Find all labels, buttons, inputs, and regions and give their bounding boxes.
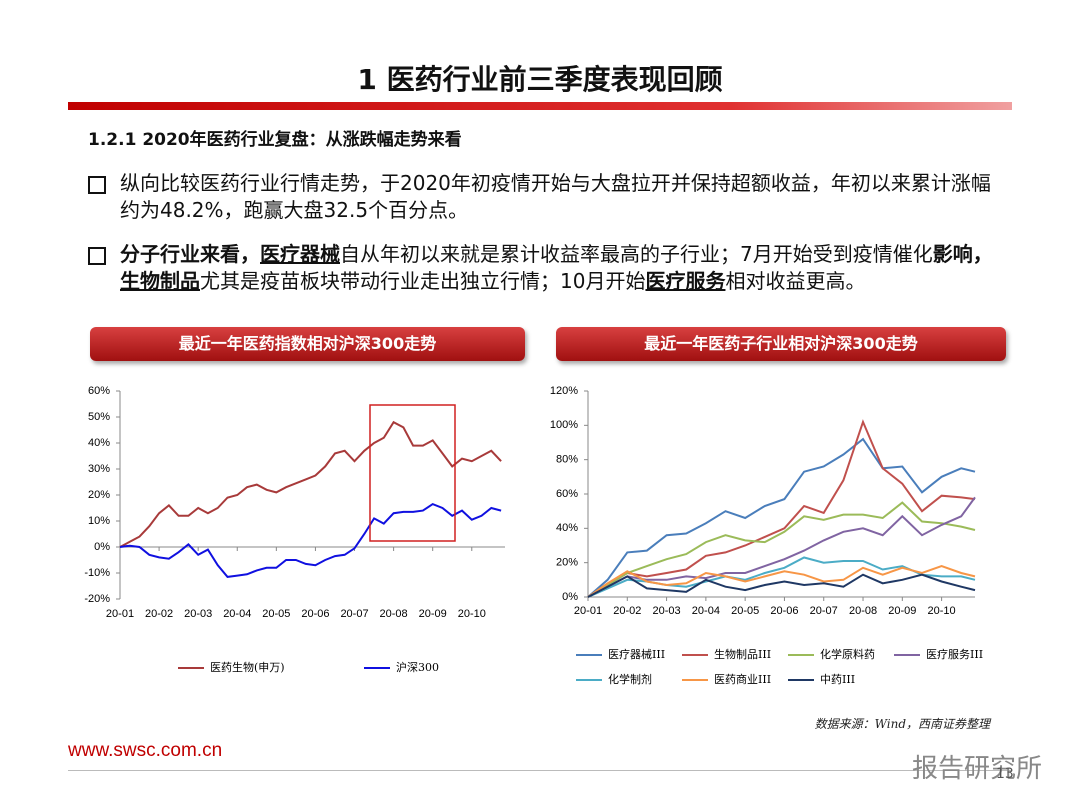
series-line: [119, 420, 502, 548]
y-tick-label: 0%: [94, 541, 110, 553]
bullet-text: 分子行业来看，医疗器械自从年初以来就是累计收益率最高的子行业；7月开始受到疫情催…: [120, 241, 993, 295]
y-tick-label: 60%: [556, 488, 578, 500]
source-note: 数据来源：Wind，西南证券整理: [814, 717, 990, 731]
x-tick-label: 20-04: [692, 605, 720, 617]
x-tick-label: 20-09: [888, 605, 916, 617]
legend-label: 医药商业III: [714, 672, 771, 686]
x-tick-label: 20-02: [145, 608, 173, 620]
series-line: [587, 437, 976, 598]
bullet-box: [88, 176, 106, 194]
text-run: 医疗器械: [260, 242, 340, 266]
bullet: 分子行业来看，医疗器械自从年初以来就是累计收益率最高的子行业；7月开始受到疫情催…: [88, 241, 993, 295]
y-tick-label: 120%: [550, 385, 578, 397]
series-line: [587, 419, 976, 598]
x-tick-label: 20-01: [574, 605, 602, 617]
text-run: 相对收益更高。: [725, 269, 866, 293]
series-line: [587, 565, 976, 598]
series-line: [587, 501, 976, 598]
x-tick-label: 20-06: [301, 608, 329, 620]
y-tick-label: 40%: [556, 522, 578, 534]
series-line: [119, 502, 502, 578]
x-tick-label: 20-08: [849, 605, 877, 617]
text-run: 纵向比较医药行业行情走势，于2020年初疫情开始与大盘拉开并保持超额收益，年初以…: [120, 171, 991, 222]
text-run: 自从年初以来就是累计收益率最高的子行业；7月开始受到疫情催化: [340, 242, 933, 266]
series-line: [587, 573, 976, 598]
x-tick-label: 20-09: [419, 608, 447, 620]
x-tick-label: 20-02: [613, 605, 641, 617]
legend-label: 中药III: [820, 673, 855, 686]
y-tick-label: 30%: [88, 463, 110, 475]
x-tick-label: 20-01: [106, 608, 134, 620]
x-tick-label: 20-10: [458, 608, 486, 620]
legend-label: 化学原料药: [820, 647, 875, 661]
y-tick-label: 80%: [556, 454, 578, 466]
chart-banner: 最近一年医药指数相对沪深300走势: [90, 327, 525, 361]
y-tick-label: 20%: [556, 557, 578, 569]
legend-label: 生物制品III: [714, 647, 771, 661]
x-tick-label: 20-04: [223, 608, 251, 620]
y-tick-label: 40%: [88, 437, 110, 449]
legend-label: 医疗器械III: [608, 647, 665, 661]
y-tick-label: 0%: [562, 591, 578, 603]
y-tick-label: 10%: [88, 515, 110, 527]
slide-title: 1 医药行业前三季度表现回顾: [357, 63, 723, 96]
bullet: 纵向比较医药行业行情走势，于2020年初疫情开始与大盘拉开并保持超额收益，年初以…: [88, 170, 993, 224]
page-number: 13: [996, 766, 1014, 782]
footer-rule: [68, 770, 1012, 771]
legend-label: 医疗服务III: [926, 647, 983, 661]
legend-label: 化学制剂: [608, 672, 652, 686]
x-tick-label: 20-10: [928, 605, 956, 617]
footer-url: www.swsc.com.cn: [68, 740, 223, 761]
y-tick-label: 60%: [88, 385, 110, 397]
x-tick-label: 20-07: [810, 605, 838, 617]
x-tick-label: 20-06: [770, 605, 798, 617]
text-run: 生物制品: [120, 269, 200, 293]
title-rule: [68, 102, 1012, 110]
x-tick-label: 20-05: [731, 605, 759, 617]
bullet-box: [88, 247, 106, 265]
watermark: 报告研究所: [912, 754, 1043, 784]
x-tick-label: 20-07: [340, 608, 368, 620]
y-tick-label: 20%: [88, 489, 110, 501]
legend-label: 沪深300: [396, 660, 439, 674]
x-tick-label: 20-05: [262, 608, 290, 620]
y-tick-label: -20%: [84, 593, 110, 605]
chart-banner: 最近一年医药子行业相对沪深300走势: [556, 327, 1006, 361]
x-tick-label: 20-08: [380, 608, 408, 620]
bullet-text: 纵向比较医药行业行情走势，于2020年初疫情开始与大盘拉开并保持超额收益，年初以…: [120, 170, 993, 224]
text-run: 医疗服务: [645, 269, 726, 293]
y-tick-label: 100%: [550, 419, 578, 431]
series-line: [587, 496, 976, 598]
x-tick-label: 20-03: [653, 605, 681, 617]
text-run: 影响，: [932, 242, 993, 266]
y-tick-label: 50%: [88, 411, 110, 423]
legend-label: 医药生物(申万): [210, 660, 285, 674]
y-tick-label: -10%: [84, 567, 110, 579]
section-title: 1.2.1 2020年医药行业复盘：从涨跌幅走势来看: [88, 130, 462, 150]
text-run: 尤其是疫苗板块带动行业走出独立行情；10月开始: [200, 269, 646, 293]
x-tick-label: 20-03: [184, 608, 212, 620]
text-run: 分子行业来看，: [120, 242, 260, 266]
highlight-box: [369, 404, 456, 542]
